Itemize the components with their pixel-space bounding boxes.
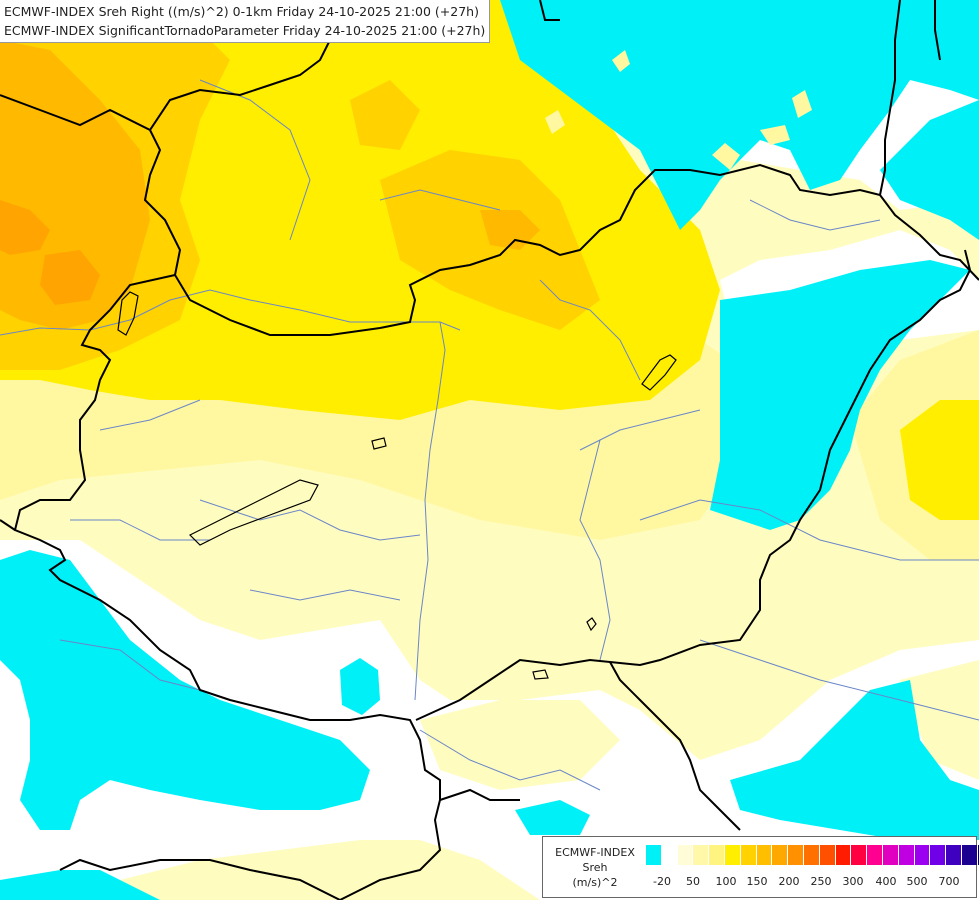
gold-small-north: [350, 80, 420, 150]
cyan-edge-south: [0, 870, 160, 900]
cyan-blob-south: [515, 800, 590, 835]
legend-label: ECMWF-INDEX Sreh (m/s)^2: [547, 845, 643, 890]
legend-tick-label: 700: [938, 875, 960, 888]
legend-swatch: [756, 845, 773, 865]
legend-swatch: [646, 845, 662, 865]
deep-orange-core2: [40, 250, 100, 305]
legend-tick-label: 250: [810, 875, 832, 888]
cyan-zone-se: [730, 680, 979, 840]
legend-label-unit: (m/s)^2: [572, 876, 618, 889]
orange-zone: [0, 40, 150, 330]
legend-swatch: [867, 845, 883, 865]
legend-swatch: [740, 845, 757, 865]
legend-swatch: [851, 845, 868, 865]
legend-swatch: [819, 845, 836, 865]
legend-swatch: [961, 845, 978, 865]
title-line-stp: ECMWF-INDEX SignificantTornadoParameter …: [4, 23, 486, 38]
title-line-sreh: ECMWF-INDEX Sreh Right ((m/s)^2) 0-1km F…: [4, 4, 479, 19]
legend-swatch: [930, 845, 947, 865]
legend-tick-label: -20: [653, 875, 671, 888]
legend-swatch: [946, 845, 962, 865]
deep-orange-core: [0, 200, 50, 255]
legend-swatch: [693, 845, 710, 865]
legend-tick-label: 500: [906, 875, 928, 888]
legend-tick-label: 300: [842, 875, 864, 888]
legend-swatch: [661, 845, 678, 865]
legend-label-param: Sreh: [582, 861, 608, 874]
legend-swatch: [835, 845, 852, 865]
legend-swatch: [772, 845, 789, 865]
legend-swatch: [677, 845, 694, 865]
legend-tick-label: 200: [778, 875, 800, 888]
lakes: [117, 291, 677, 680]
pale-patch-south: [420, 700, 620, 790]
legend-swatch: [709, 845, 725, 865]
legend-swatch: [898, 845, 915, 865]
rivers: [0, 79, 979, 791]
orange-center: [480, 210, 540, 250]
cyan-zone-west: [0, 550, 370, 830]
legend-swatch: [882, 845, 899, 865]
cyan-blob-center: [340, 658, 380, 715]
legend-swatch: [788, 845, 804, 865]
color-legend: ECMWF-INDEX Sreh (m/s)^2 -20 50 100 150 200 2…: [542, 836, 979, 898]
pale-patch-se: [900, 660, 979, 780]
legend-tick-label: 150: [746, 875, 768, 888]
legend-ticks: -20 50 100 150 200 250 300 400 500 700: [646, 875, 976, 889]
legend-tick-label: 50: [686, 875, 700, 888]
legend-swatch: [724, 845, 741, 865]
legend-tick-label: 100: [715, 875, 737, 888]
legend-swatch: [803, 845, 820, 865]
legend-tick-label: 400: [875, 875, 897, 888]
legend-swatch: [914, 845, 931, 865]
legend-label-model: ECMWF-INDEX: [555, 846, 635, 859]
cyan-zone-east: [710, 260, 970, 530]
legend-swatch: [977, 845, 979, 865]
yellow-east-blob: [900, 400, 979, 520]
map-title: ECMWF-INDEX Sreh Right ((m/s)^2) 0-1km F…: [0, 0, 491, 43]
legend-colorbar: [646, 845, 979, 865]
cyan-zone-ne: [880, 100, 979, 240]
